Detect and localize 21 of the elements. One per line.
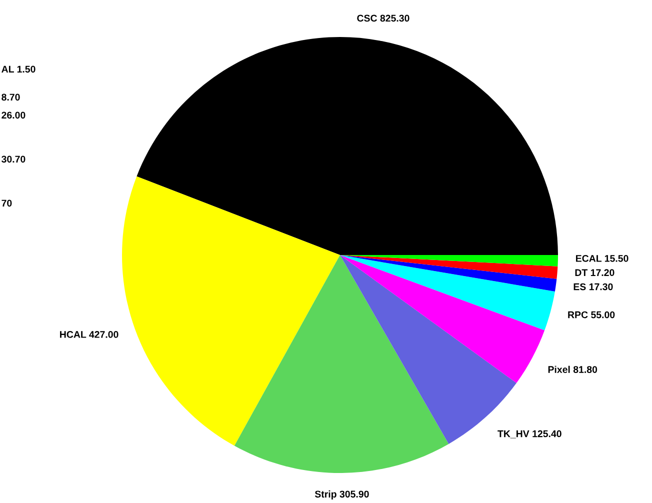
text: 8.70 [2,94,20,101]
text: AL 1.50 [2,66,36,73]
pie-slice [234,255,449,473]
pie-slice [340,255,545,383]
slice-label: CSC 825.30 [357,14,410,22]
slice-label: ECAL 15.50 [576,254,628,262]
slice-label: Pixel 81.80 [548,366,598,373]
pie-slice [340,255,555,330]
pie-slice [122,176,340,446]
slice-label: Strip 305.90 [314,490,369,500]
slice-label: ES 17.30 [574,283,613,290]
text: 30.70 [2,156,26,163]
slice-label: DT 17.20 [575,269,614,276]
slice-label: TK_HV 125.40 [498,430,562,438]
text: 26.00 [2,112,26,119]
slice-label: RPC 55.00 [568,311,615,318]
pie-slice [340,255,558,279]
pie-slice [340,255,557,292]
text: 70 [2,200,12,207]
pie-slice [136,37,558,255]
slice-label: HCAL 427.00 [60,331,118,338]
